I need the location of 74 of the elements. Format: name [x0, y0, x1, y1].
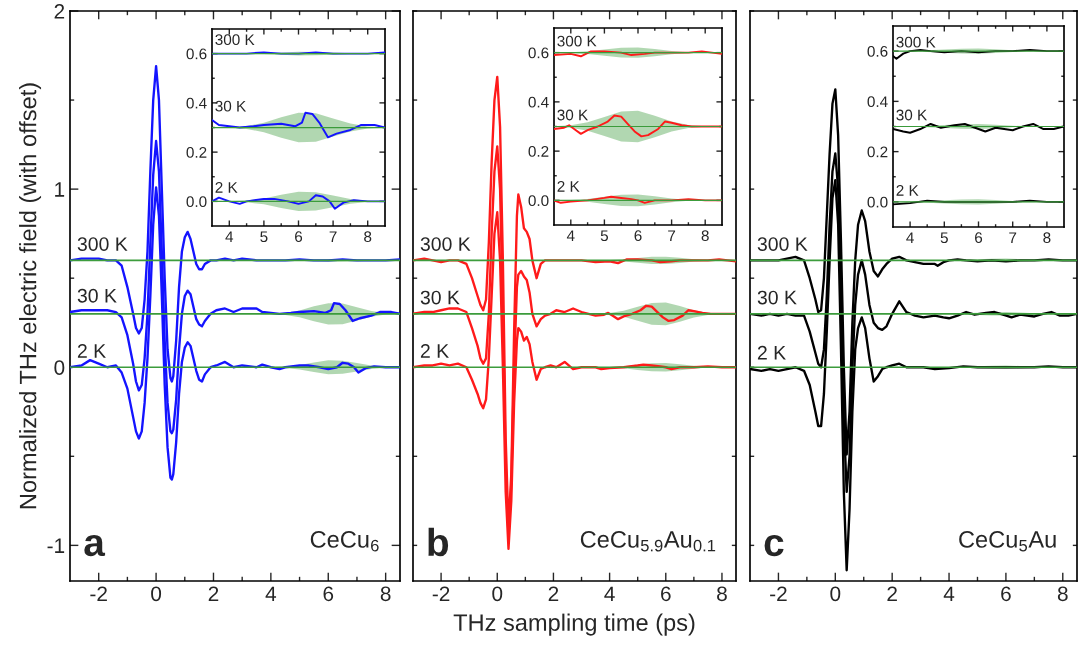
- x-tick-label: 0: [151, 586, 162, 602]
- series-label: 30 K: [557, 109, 589, 121]
- series-label: 300 K: [757, 237, 808, 251]
- annotation: c: [764, 534, 784, 557]
- x-tick-label: 8: [701, 230, 709, 242]
- annotation: a: [84, 534, 106, 557]
- y-tick-label: 0.0: [528, 195, 549, 207]
- series-label: 300 K: [557, 35, 597, 47]
- x-tick-label: 7: [329, 231, 337, 242]
- y-tick-label: 0.2: [528, 145, 549, 157]
- annotation: CeCu$_{6}$: [310, 531, 379, 552]
- x-tick-label: 6: [295, 231, 303, 243]
- y-axis-title: Normalized THz electric field (with offset): [19, 83, 42, 509]
- x-tick-label: 5: [260, 231, 268, 243]
- series-label: 300 K: [420, 237, 471, 251]
- annotation: b: [428, 527, 449, 557]
- series-label: 2 K: [896, 184, 919, 196]
- series-label: 300 K: [77, 237, 128, 251]
- y-tick-label: 1: [55, 182, 65, 197]
- series-label: 30 K: [896, 109, 928, 121]
- y-tick-label: -1: [47, 538, 65, 553]
- x-tick-label: -2: [90, 586, 107, 601]
- series-label: 2 K: [420, 344, 449, 358]
- series-label: 30 K: [757, 290, 797, 305]
- series-label: 2 K: [215, 181, 238, 193]
- x-tick-label: 2: [208, 586, 219, 601]
- series-label: 30 K: [420, 290, 460, 305]
- series-label: 2 K: [757, 345, 786, 360]
- x-axis-title: THz sampling time (ps): [453, 613, 695, 636]
- x-tick-label: 6: [1001, 586, 1011, 602]
- x-tick-label: 8: [1043, 232, 1051, 244]
- x-tick-label: 4: [225, 231, 234, 242]
- x-tick-label: 6: [975, 232, 983, 244]
- y-tick-label: 2: [54, 4, 65, 19]
- x-tick-label: 6: [323, 586, 334, 602]
- series-label: 2 K: [77, 344, 106, 358]
- x-tick-label: 4: [906, 232, 914, 243]
- y-tick-label: 0.4: [867, 96, 888, 108]
- x-tick-label: 4: [265, 586, 277, 601]
- x-tick-label: 6: [661, 586, 671, 602]
- y-tick-label: 0.6: [528, 47, 549, 59]
- annotation: CeCu$_{5}$Au: [959, 531, 1056, 552]
- x-tick-label: 4: [943, 586, 955, 601]
- x-tick-label: -2: [770, 586, 787, 601]
- x-tick-label: 0: [492, 586, 503, 602]
- y-tick-label: 0.0: [186, 196, 207, 208]
- x-tick-label: 4: [566, 230, 575, 241]
- series-label: 30 K: [215, 100, 247, 112]
- series-label: 300 K: [215, 34, 255, 46]
- x-tick-label: 8: [1057, 586, 1068, 602]
- x-tick-label: 7: [1009, 232, 1017, 243]
- x-tick-label: 4: [604, 586, 615, 601]
- x-tick-label: 8: [717, 586, 727, 602]
- x-tick-label: 5: [940, 232, 948, 244]
- x-tick-label: 7: [668, 230, 676, 241]
- series-label: 300 K: [896, 36, 936, 48]
- x-tick-label: 8: [380, 586, 391, 602]
- y-tick-label: 0.4: [528, 96, 549, 108]
- x-tick-label: 2: [548, 586, 559, 601]
- series-label: 2 K: [557, 180, 580, 192]
- x-tick-label: 0: [830, 586, 841, 602]
- y-tick-label: 0.6: [186, 48, 207, 60]
- series-label: 30 K: [77, 288, 117, 303]
- y-tick-label: 0.0: [867, 196, 888, 208]
- x-tick-label: 5: [600, 230, 609, 242]
- y-tick-label: 0.2: [186, 146, 207, 158]
- y-tick-label: 0.2: [867, 146, 888, 158]
- y-tick-label: 0: [54, 360, 65, 375]
- annotation: CeCu$_{5.9}$Au$_{0.1}$: [580, 531, 716, 552]
- x-tick-label: 6: [634, 230, 642, 242]
- x-tick-label: 8: [364, 231, 372, 243]
- x-tick-label: -2: [432, 586, 450, 601]
- y-tick-label: 0.6: [867, 45, 888, 57]
- y-tick-label: 0.4: [186, 97, 207, 109]
